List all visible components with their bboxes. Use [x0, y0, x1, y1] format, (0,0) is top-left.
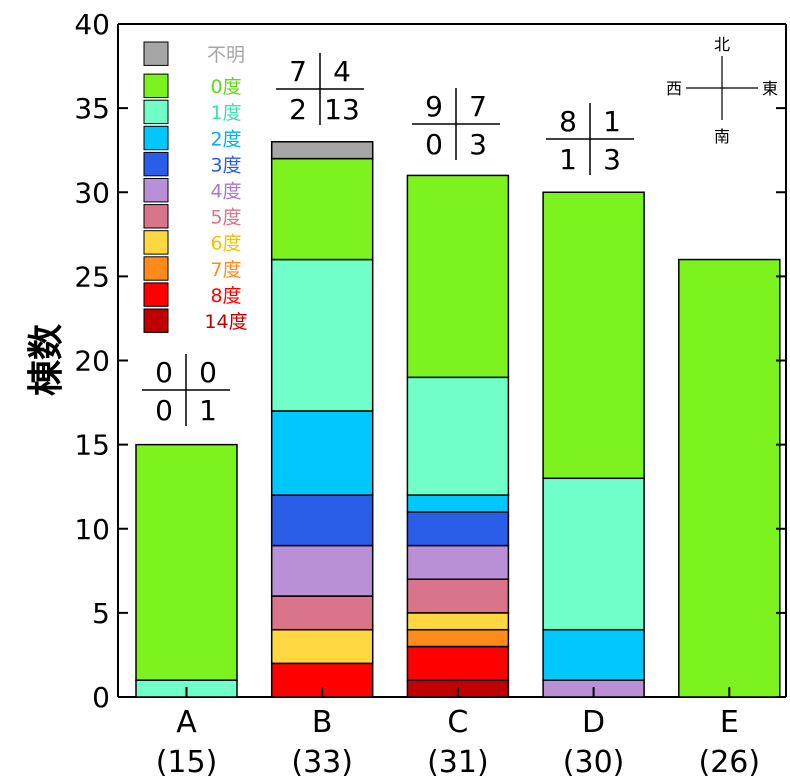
y-axis-label-group: 棟数 [26, 324, 67, 396]
legend-label: 5度 [210, 207, 241, 229]
legend-label: 7度 [210, 259, 241, 281]
quad-bottom-right: 3 [603, 143, 621, 176]
y-tick-label: 0 [92, 681, 110, 714]
bar-segment [406, 628, 510, 648]
quad-bottom-right: 13 [324, 93, 360, 126]
legend-swatch [143, 282, 169, 307]
bar-segment [270, 157, 374, 261]
x-tick-label: E [720, 705, 739, 740]
quad-bottom-left: 0 [155, 394, 173, 427]
category-count-label: (31) [427, 745, 489, 780]
direction-count-a: 0 00 1 [142, 354, 230, 427]
bar-segment [406, 612, 510, 631]
bar-segment [270, 544, 374, 597]
compass-north: 北 [714, 35, 730, 54]
quad-bottom-left: 2 [289, 93, 307, 126]
legend-label: 0度 [210, 76, 241, 98]
quad-top-left: 7 [289, 55, 307, 88]
legend-swatch [143, 230, 169, 255]
y-tick-label: 5 [92, 597, 110, 630]
quad-top-right: 1 [603, 105, 621, 138]
compass-east: 東 [762, 79, 778, 98]
legend-label: 3度 [210, 154, 241, 176]
legend-swatch [143, 73, 169, 98]
bar-segment [270, 595, 374, 631]
y-tick-label: 30 [74, 176, 110, 209]
bar-segment [678, 258, 781, 698]
legend-label: 2度 [210, 128, 241, 150]
bar-segment [135, 443, 238, 681]
legend-label: 1度 [210, 102, 241, 124]
bar-segment [542, 191, 645, 480]
direction-count-d: 8 11 3 [546, 103, 634, 176]
bar-segment [406, 511, 510, 547]
legend-swatch [143, 178, 169, 203]
bar-segment [270, 628, 374, 665]
quad-top-right: 7 [469, 90, 487, 123]
quad-top-left: 9 [425, 90, 443, 123]
bar-segment [406, 174, 510, 379]
bar-segment [406, 645, 510, 681]
x-tick-label: A [176, 705, 197, 740]
legend-label: 8度 [210, 285, 241, 307]
x-tick-label: D [582, 705, 605, 740]
x-labels: A (15) B (33) C (31) D (30) E (26) [156, 687, 760, 780]
y-tick-label: 20 [74, 345, 110, 378]
compass-south: 南 [714, 127, 730, 146]
legend-swatch [143, 99, 169, 125]
direction-count-c: 9 70 3 [412, 88, 500, 161]
legend-label: 14度 [204, 311, 247, 333]
legend-swatch [143, 41, 169, 66]
legend-label: 6度 [210, 233, 241, 255]
bar-segment [406, 376, 510, 496]
bar-segment [270, 494, 374, 547]
bar-segment [542, 628, 645, 681]
direction-count-annotations: 0 00 17 42 13 9 70 38 11 3 [142, 53, 634, 427]
legend-swatch [143, 204, 169, 229]
bar-segment [270, 141, 374, 160]
y-tick-label: 10 [74, 513, 110, 546]
legend: 不明 0度 1度 2度 3度 4度 5度 6度 7度 8度 14度 [143, 41, 248, 333]
category-count-label: (15) [156, 745, 218, 780]
x-tick-label: B [312, 705, 333, 740]
legend-label: 不明 [207, 44, 245, 66]
quad-top-right: 4 [333, 55, 351, 88]
category-count-label: (26) [699, 745, 761, 780]
y-tick-label: 15 [74, 429, 110, 462]
y-tick-label: 35 [74, 92, 110, 125]
quad-top-left: 8 [559, 105, 577, 138]
legend-label: 4度 [210, 181, 241, 203]
y-tick-label: 40 [74, 8, 110, 41]
quad-bottom-right: 3 [469, 128, 487, 161]
category-count-label: (33) [291, 745, 353, 780]
bar-segment [270, 258, 374, 412]
bars [135, 141, 781, 698]
bar-segment [542, 477, 645, 631]
legend-swatch [143, 256, 169, 281]
bar-segment [406, 494, 510, 513]
bar-segment [270, 410, 374, 496]
quad-top-right: 0 [199, 356, 217, 389]
quad-bottom-left: 0 [425, 128, 443, 161]
compass-west: 西 [666, 79, 682, 98]
compass-rose: 北南 西 東 [666, 35, 778, 146]
y-axis-label: 棟数 [26, 324, 67, 396]
bar-segment [406, 578, 510, 614]
legend-swatch [143, 308, 169, 333]
quad-bottom-left: 1 [559, 143, 577, 176]
legend-swatch [143, 151, 169, 177]
quad-top-left: 0 [155, 356, 173, 389]
quad-bottom-right: 1 [199, 394, 217, 427]
bar-segment [406, 544, 510, 580]
legend-swatch [143, 125, 169, 151]
y-tick-label: 25 [74, 260, 110, 293]
x-tick-label: C [447, 705, 468, 740]
direction-count-b: 7 42 13 [276, 53, 364, 126]
category-count-label: (30) [563, 745, 625, 780]
